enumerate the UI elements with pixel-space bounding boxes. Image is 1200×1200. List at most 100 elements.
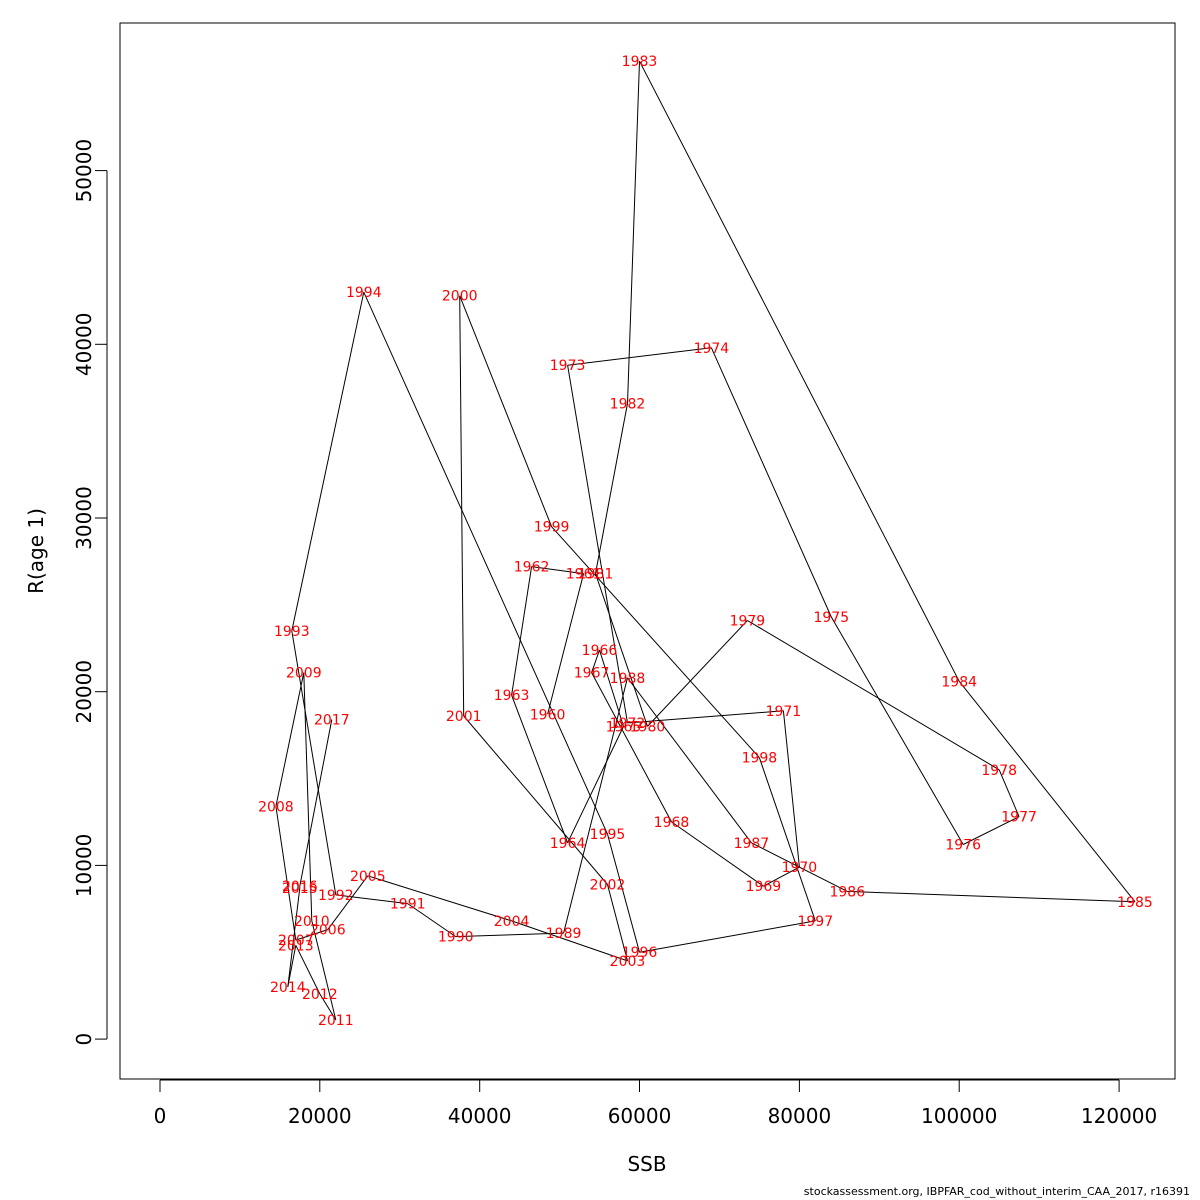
year-label-1983: 1983 xyxy=(622,54,658,70)
year-label-2008: 2008 xyxy=(258,799,294,815)
trajectory-segment xyxy=(607,833,640,953)
year-label-1988: 1988 xyxy=(610,671,646,687)
trajectory-segment xyxy=(751,842,848,892)
year-label-1964: 1964 xyxy=(550,836,586,852)
x-tick-label: 100000 xyxy=(921,1104,997,1128)
year-label-1963: 1963 xyxy=(494,688,530,704)
trajectory-segment xyxy=(511,566,533,696)
x-tick-label: 20000 xyxy=(288,1104,352,1128)
trajectory-segment xyxy=(459,295,553,527)
trajectory-lines xyxy=(275,60,1136,1021)
trajectory-segment xyxy=(303,672,313,921)
year-label-1968: 1968 xyxy=(654,815,690,831)
trajectory-segment xyxy=(311,920,337,1021)
trajectory-segment xyxy=(551,526,760,759)
year-label-1961: 1961 xyxy=(566,567,602,583)
trajectory-segment xyxy=(747,620,1000,771)
year-label-2014: 2014 xyxy=(270,980,306,996)
x-tick-label: 60000 xyxy=(608,1104,672,1128)
year-label-1993: 1993 xyxy=(274,624,310,640)
x-tick-label: 40000 xyxy=(448,1104,512,1128)
trajectory-segment xyxy=(335,894,408,905)
year-label-1975: 1975 xyxy=(813,610,849,626)
x-tick-label: 120000 xyxy=(1081,1104,1157,1128)
year-label-1974: 1974 xyxy=(694,341,730,357)
year-label-2006: 2006 xyxy=(310,923,346,939)
trajectory-segment xyxy=(275,806,297,941)
year-label-2000: 2000 xyxy=(442,289,478,305)
trajectory-segment xyxy=(627,677,752,844)
year-label-1996: 1996 xyxy=(622,945,658,961)
trajectory-segment xyxy=(563,677,628,934)
trajectory-segment xyxy=(782,710,800,868)
trajectory-segment xyxy=(847,890,1136,903)
year-label-2017: 2017 xyxy=(314,713,350,729)
trajectory-segment xyxy=(591,649,600,673)
trajectory-segment xyxy=(567,726,624,844)
year-label-2011: 2011 xyxy=(318,1013,354,1029)
trajectory-segment xyxy=(299,719,333,887)
trajectory-segment xyxy=(463,715,608,885)
year-label-2004: 2004 xyxy=(494,914,530,930)
trajectory-segment xyxy=(459,295,465,717)
year-label-2009: 2009 xyxy=(286,666,322,682)
y-axis: 0 10000 20000 30000 40000 50000 xyxy=(72,139,108,1045)
trajectory-segment xyxy=(998,769,1020,817)
year-label-2002: 2002 xyxy=(590,878,626,894)
year-label-1982: 1982 xyxy=(610,396,646,412)
year-labels: 1960 1961 1962 1963 1964 1965 1966 1967 1968 1969… xyxy=(258,54,1153,1029)
year-label-1981: 1981 xyxy=(578,567,614,583)
source-caption: stockassessment.org, IBPFAR_cod_without_… xyxy=(803,1185,1190,1198)
year-label-2003: 2003 xyxy=(610,954,646,970)
trajectory-segment xyxy=(639,920,816,953)
trajectory-segment xyxy=(319,993,337,1021)
year-label-1971: 1971 xyxy=(766,704,802,720)
year-label-2005: 2005 xyxy=(350,869,386,885)
trajectory-segment xyxy=(295,929,328,941)
year-label-1986: 1986 xyxy=(829,884,865,900)
trajectory-segment xyxy=(291,630,337,895)
trajectory-segment xyxy=(830,616,964,845)
x-axis-title: SSB xyxy=(627,1152,666,1176)
year-label-1999: 1999 xyxy=(534,520,570,536)
year-label-1989: 1989 xyxy=(546,926,582,942)
year-label-2010: 2010 xyxy=(294,914,330,930)
year-label-1995: 1995 xyxy=(590,827,626,843)
x-tick-label: 0 xyxy=(154,1104,167,1128)
year-label-1970: 1970 xyxy=(782,860,818,876)
year-label-1985: 1985 xyxy=(1117,895,1153,911)
year-label-1990: 1990 xyxy=(438,930,474,946)
trajectory-segment xyxy=(363,291,608,835)
trajectory-segment xyxy=(511,695,569,843)
year-label-1984: 1984 xyxy=(941,674,977,690)
year-label-1992: 1992 xyxy=(318,888,354,904)
year-label-2012: 2012 xyxy=(302,987,338,1003)
year-label-1972: 1972 xyxy=(610,716,646,732)
year-label-1965: 1965 xyxy=(606,719,642,735)
year-label-1978: 1978 xyxy=(981,763,1017,779)
trajectory-segment xyxy=(671,821,764,887)
year-label-1960: 1960 xyxy=(530,707,566,723)
trajectory-segment xyxy=(763,866,800,887)
trajectory-segment xyxy=(962,816,1020,845)
trajectory-segment xyxy=(567,347,712,366)
trajectory-segment xyxy=(639,60,960,682)
year-label-2016: 2016 xyxy=(282,879,318,895)
year-label-1973: 1973 xyxy=(550,358,586,374)
trajectory-segment xyxy=(287,887,301,987)
trajectory-segment xyxy=(455,932,564,938)
trajectory-segment xyxy=(547,573,585,715)
year-label-2013: 2013 xyxy=(278,938,314,954)
x-tick-label: 80000 xyxy=(768,1104,832,1128)
year-label-1966: 1966 xyxy=(582,643,618,659)
trajectory-segment xyxy=(291,292,365,632)
year-label-2007: 2007 xyxy=(278,933,314,949)
year-label-1967: 1967 xyxy=(574,666,610,682)
year-label-2001: 2001 xyxy=(446,709,482,725)
year-label-1998: 1998 xyxy=(742,751,778,767)
trajectory-segment xyxy=(407,903,456,938)
y-axis-title: R(age 1) xyxy=(24,508,48,594)
trajectory-segment xyxy=(647,620,748,727)
year-label-2015: 2015 xyxy=(282,881,318,897)
